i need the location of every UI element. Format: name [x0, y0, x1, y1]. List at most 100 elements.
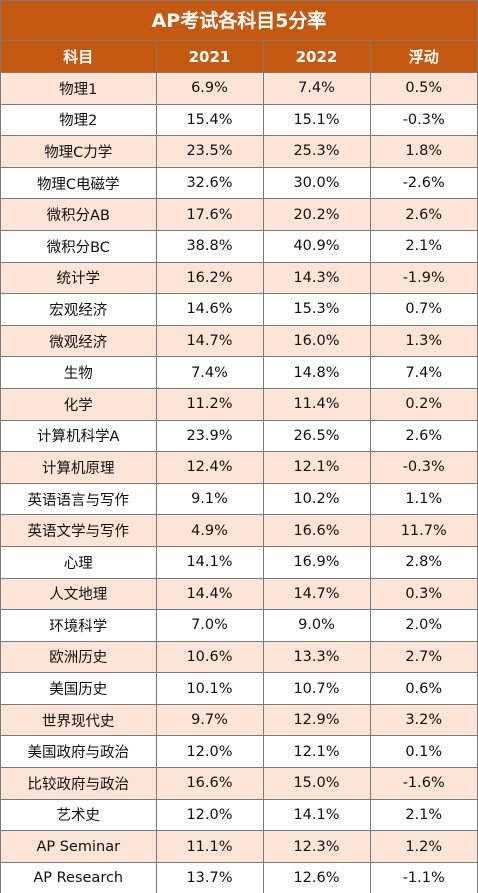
subject-cell: 化学	[1, 388, 156, 420]
change-cell: -1.6%	[370, 768, 477, 800]
rate-2022-cell: 16.6%	[263, 515, 370, 547]
table-row: 英语语言与写作 9.1% 10.2% 1.1%	[1, 483, 477, 515]
table-row: AP Research 13.7% 12.6% -1.1%	[1, 862, 477, 893]
table-row: 美国历史 10.1% 10.7% 0.6%	[1, 673, 477, 705]
subject-cell: 美国政府与政治	[1, 736, 156, 768]
rate-2022-cell: 30.0%	[263, 167, 370, 199]
subject-cell: 心理	[1, 546, 156, 578]
change-cell: -0.3%	[370, 452, 477, 484]
change-cell: 2.1%	[370, 799, 477, 831]
rate-2022-cell: 13.3%	[263, 641, 370, 673]
rate-2022-cell: 10.7%	[263, 673, 370, 705]
rate-2022-cell: 40.9%	[263, 230, 370, 262]
table-row: AP Seminar 11.1% 12.3% 1.2%	[1, 831, 477, 863]
table-row: 心理 14.1% 16.9% 2.8%	[1, 546, 477, 578]
subject-cell: 宏观经济	[1, 294, 156, 326]
table-row: 微积分BC 38.8% 40.9% 2.1%	[1, 230, 477, 262]
subject-cell: 物理1	[1, 73, 156, 105]
rate-2022-cell: 14.7%	[263, 578, 370, 610]
rate-2021-cell: 38.8%	[156, 230, 263, 262]
rate-2022-cell: 15.1%	[263, 104, 370, 136]
subject-cell: 微观经济	[1, 325, 156, 357]
rate-2022-cell: 12.9%	[263, 704, 370, 736]
table-body: 物理1 6.9% 7.4% 0.5% 物理2 15.4% 15.1% -0.3% 物理C力学 23…	[1, 73, 477, 893]
change-cell: 1.2%	[370, 831, 477, 863]
rate-2021-cell: 15.4%	[156, 104, 263, 136]
rate-2021-cell: 7.4%	[156, 357, 263, 389]
rate-2022-cell: 14.8%	[263, 357, 370, 389]
change-cell: -0.3%	[370, 104, 477, 136]
rate-2022-cell: 11.4%	[263, 388, 370, 420]
rate-2021-cell: 14.6%	[156, 294, 263, 326]
rate-2022-cell: 26.5%	[263, 420, 370, 452]
change-cell: 2.0%	[370, 610, 477, 642]
rate-2021-cell: 16.2%	[156, 262, 263, 294]
change-cell: 0.5%	[370, 73, 477, 105]
header-row: 科目 2021 2022 浮动	[1, 41, 477, 73]
table-row: 计算机原理 12.4% 12.1% -0.3%	[1, 452, 477, 484]
subject-cell: 微积分BC	[1, 230, 156, 262]
rate-2021-cell: 6.9%	[156, 73, 263, 105]
rate-2022-cell: 9.0%	[263, 610, 370, 642]
table-row: 统计学 16.2% 14.3% -1.9%	[1, 262, 477, 294]
table-row: 比较政府与政治 16.6% 15.0% -1.6%	[1, 768, 477, 800]
subject-cell: 人文地理	[1, 578, 156, 610]
rate-2022-cell: 16.0%	[263, 325, 370, 357]
table-row: 物理1 6.9% 7.4% 0.5%	[1, 73, 477, 105]
rate-2021-cell: 7.0%	[156, 610, 263, 642]
rate-2022-cell: 15.0%	[263, 768, 370, 800]
rate-2022-cell: 25.3%	[263, 136, 370, 168]
change-cell: 2.7%	[370, 641, 477, 673]
subject-cell: 计算机原理	[1, 452, 156, 484]
subject-cell: 微积分AB	[1, 199, 156, 231]
rate-2021-cell: 13.7%	[156, 862, 263, 893]
subject-cell: 英语文学与写作	[1, 515, 156, 547]
table-row: 世界现代史 9.7% 12.9% 3.2%	[1, 704, 477, 736]
change-cell: 7.4%	[370, 357, 477, 389]
table-row: 计算机科学A 23.9% 26.5% 2.6%	[1, 420, 477, 452]
change-cell: -2.6%	[370, 167, 477, 199]
table-row: 物理2 15.4% 15.1% -0.3%	[1, 104, 477, 136]
rate-2022-cell: 15.3%	[263, 294, 370, 326]
rate-2022-cell: 12.6%	[263, 862, 370, 893]
rate-2021-cell: 17.6%	[156, 199, 263, 231]
table-row: 物理C力学 23.5% 25.3% 1.8%	[1, 136, 477, 168]
change-cell: 1.1%	[370, 483, 477, 515]
table-title: AP考试各科目5分率	[1, 1, 477, 41]
rate-2021-cell: 23.9%	[156, 420, 263, 452]
subject-cell: 计算机科学A	[1, 420, 156, 452]
rate-2021-cell: 12.4%	[156, 452, 263, 484]
subject-cell: 生物	[1, 357, 156, 389]
rate-2022-cell: 12.1%	[263, 736, 370, 768]
change-cell: 1.3%	[370, 325, 477, 357]
table-row: 环境科学 7.0% 9.0% 2.0%	[1, 610, 477, 642]
change-cell: 2.1%	[370, 230, 477, 262]
rate-2021-cell: 12.0%	[156, 799, 263, 831]
subject-cell: 环境科学	[1, 610, 156, 642]
rate-2022-cell: 20.2%	[263, 199, 370, 231]
table-row: 人文地理 14.4% 14.7% 0.3%	[1, 578, 477, 610]
change-cell: 0.7%	[370, 294, 477, 326]
rate-2022-cell: 10.2%	[263, 483, 370, 515]
table-row: 微积分AB 17.6% 20.2% 2.6%	[1, 199, 477, 231]
rate-2022-cell: 14.1%	[263, 799, 370, 831]
rate-2021-cell: 32.6%	[156, 167, 263, 199]
header-2022: 2022	[263, 41, 370, 73]
change-cell: 0.2%	[370, 388, 477, 420]
change-cell: -1.9%	[370, 262, 477, 294]
change-cell: 1.8%	[370, 136, 477, 168]
score-table: 科目 2021 2022 浮动 物理1 6.9% 7.4% 0.5% 物理2 15.4% 1…	[1, 41, 477, 893]
table-row: 艺术史 12.0% 14.1% 2.1%	[1, 799, 477, 831]
change-cell: 2.8%	[370, 546, 477, 578]
table-row: 宏观经济 14.6% 15.3% 0.7%	[1, 294, 477, 326]
change-cell: 0.1%	[370, 736, 477, 768]
rate-2021-cell: 11.1%	[156, 831, 263, 863]
subject-cell: 物理C力学	[1, 136, 156, 168]
table-row: 美国政府与政治 12.0% 12.1% 0.1%	[1, 736, 477, 768]
rate-2021-cell: 4.9%	[156, 515, 263, 547]
change-cell: 0.3%	[370, 578, 477, 610]
change-cell: -1.1%	[370, 862, 477, 893]
subject-cell: AP Research	[1, 862, 156, 893]
table-row: 化学 11.2% 11.4% 0.2%	[1, 388, 477, 420]
header-subject: 科目	[1, 41, 156, 73]
